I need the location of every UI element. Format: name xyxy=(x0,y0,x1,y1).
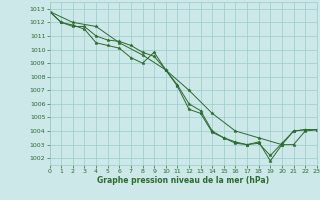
X-axis label: Graphe pression niveau de la mer (hPa): Graphe pression niveau de la mer (hPa) xyxy=(97,176,269,185)
